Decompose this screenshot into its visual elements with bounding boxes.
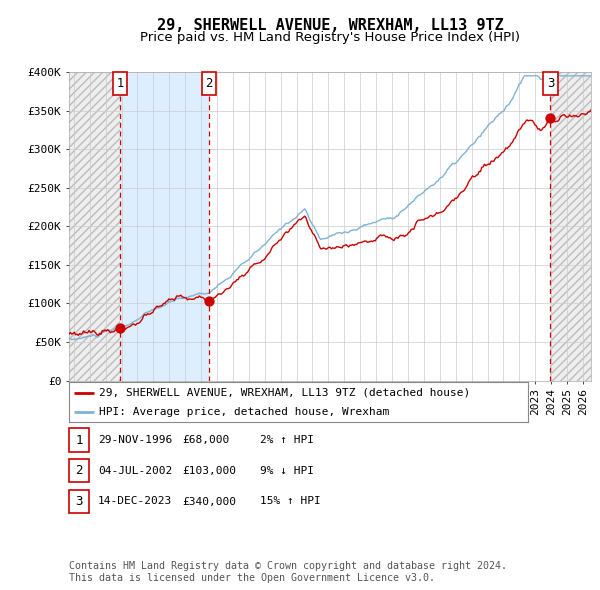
FancyBboxPatch shape <box>113 72 127 95</box>
Text: 29, SHERWELL AVENUE, WREXHAM, LL13 9TZ (detached house): 29, SHERWELL AVENUE, WREXHAM, LL13 9TZ (… <box>99 388 470 398</box>
FancyBboxPatch shape <box>543 72 558 95</box>
Text: 14-DEC-2023: 14-DEC-2023 <box>98 497 172 506</box>
Text: 29-NOV-1996: 29-NOV-1996 <box>98 435 172 445</box>
Text: Price paid vs. HM Land Registry's House Price Index (HPI): Price paid vs. HM Land Registry's House … <box>140 31 520 44</box>
Text: Contains HM Land Registry data © Crown copyright and database right 2024.
This d: Contains HM Land Registry data © Crown c… <box>69 561 507 583</box>
Bar <box>120 72 209 381</box>
FancyBboxPatch shape <box>202 72 217 95</box>
Point <box>115 323 125 333</box>
Text: £68,000: £68,000 <box>182 435 229 445</box>
Text: HPI: Average price, detached house, Wrexham: HPI: Average price, detached house, Wrex… <box>99 407 389 417</box>
Text: 29, SHERWELL AVENUE, WREXHAM, LL13 9TZ: 29, SHERWELL AVENUE, WREXHAM, LL13 9TZ <box>157 18 503 32</box>
Text: 2: 2 <box>205 77 213 90</box>
Text: 3: 3 <box>547 77 554 90</box>
Bar <box>550 72 591 381</box>
Point <box>204 296 214 306</box>
Text: 1: 1 <box>116 77 124 90</box>
Text: 15% ↑ HPI: 15% ↑ HPI <box>260 497 320 506</box>
Point <box>545 113 555 123</box>
Text: 2% ↑ HPI: 2% ↑ HPI <box>260 435 314 445</box>
Text: 1: 1 <box>75 434 83 447</box>
Text: 3: 3 <box>75 495 83 508</box>
Text: 04-JUL-2002: 04-JUL-2002 <box>98 466 172 476</box>
Text: 9% ↓ HPI: 9% ↓ HPI <box>260 466 314 476</box>
Bar <box>69 72 120 381</box>
Text: £103,000: £103,000 <box>182 466 236 476</box>
Text: £340,000: £340,000 <box>182 497 236 506</box>
Text: 2: 2 <box>75 464 83 477</box>
